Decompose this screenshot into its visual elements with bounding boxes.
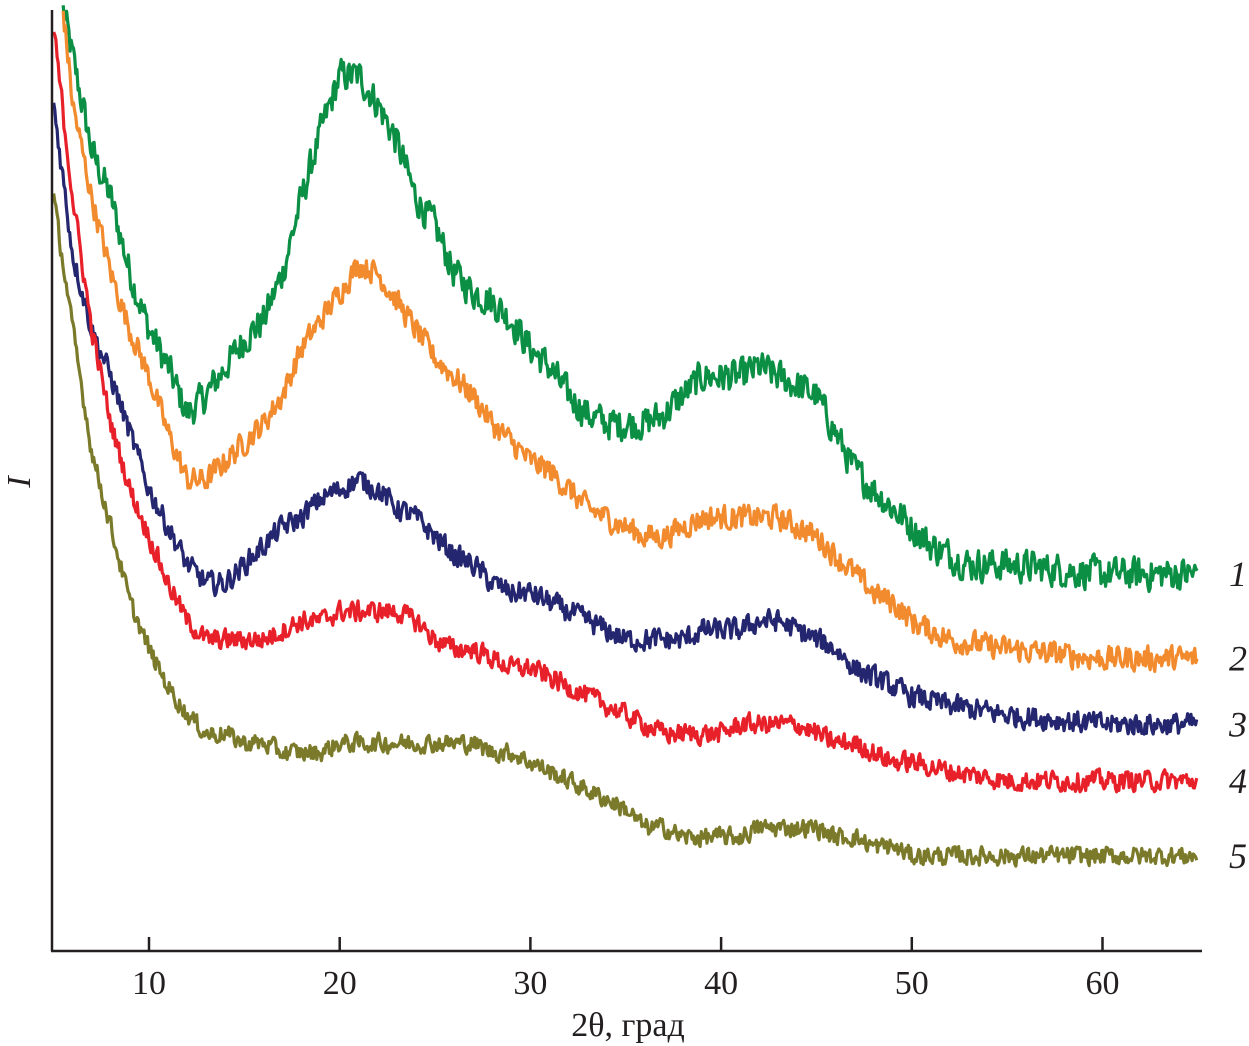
x-tick-label: 50 xyxy=(895,965,929,1002)
series-4-line xyxy=(52,31,1199,794)
series-5-label: 5 xyxy=(1229,836,1247,876)
x-ticks: 10 20 30 40 50 60 xyxy=(132,937,1120,1002)
x-tick-label: 20 xyxy=(323,965,357,1002)
series-3-line xyxy=(52,102,1199,736)
series-4-label: 4 xyxy=(1229,761,1247,801)
series-2-line xyxy=(61,10,1199,673)
x-tick-label: 30 xyxy=(513,965,547,1002)
series-1-line xyxy=(61,5,1199,594)
y-axis-title: I xyxy=(1,475,38,489)
x-tick-label: 60 xyxy=(1086,965,1120,1002)
x-axis-title: 2θ, град xyxy=(571,1007,685,1044)
x-tick-label: 40 xyxy=(704,965,738,1002)
series-2-label: 2 xyxy=(1229,639,1247,679)
series-5-line xyxy=(52,193,1199,868)
x-tick-label: 10 xyxy=(132,965,166,1002)
series-1-label: 1 xyxy=(1229,554,1247,594)
series-3-label: 3 xyxy=(1228,704,1247,744)
curves-group xyxy=(52,5,1199,868)
curve-labels: 1 2 3 4 5 xyxy=(1228,554,1247,876)
